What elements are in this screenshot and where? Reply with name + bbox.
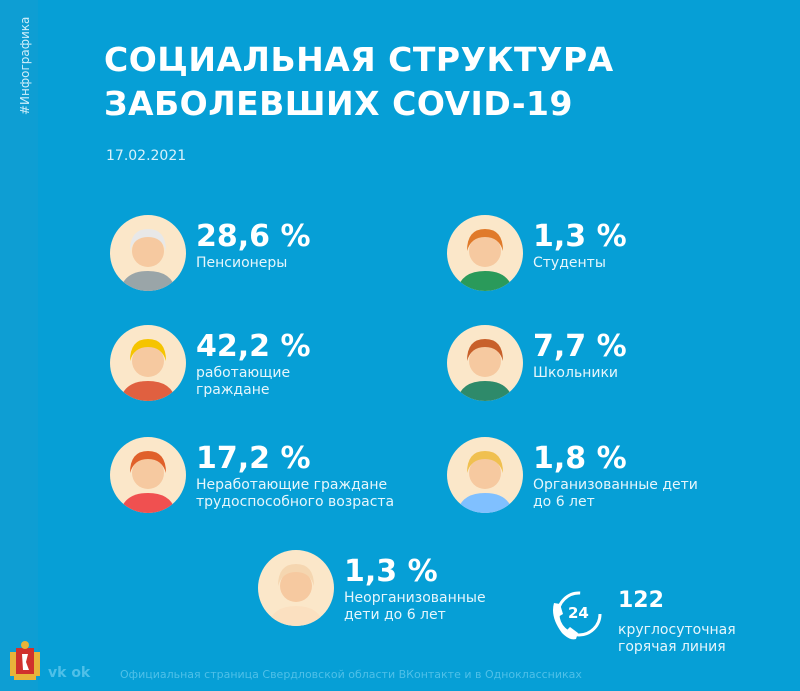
title-line-1: СОЦИАЛЬНАЯ СТРУКТУРА (104, 40, 614, 79)
category-label: Неорганизованные (344, 590, 486, 606)
hotline-label-1: круглосуточная (618, 622, 736, 638)
category-label: работающие (196, 365, 291, 381)
percent-value: 28,6 % (196, 219, 311, 254)
schoolchild-icon (447, 325, 523, 401)
percent-value: 1,3 % (344, 554, 438, 589)
percent-value: 17,2 % (196, 441, 311, 476)
category-label-2: до 6 лет (533, 494, 595, 510)
percent-value: 1,3 % (533, 219, 627, 254)
footer-text: Официальная страница Свердловской област… (120, 668, 582, 681)
percent-value: 7,7 % (533, 329, 627, 364)
category-label: Пенсионеры (196, 255, 288, 271)
social-icons[interactable]: vk ok (48, 665, 90, 681)
infographic-tag: #Инфографика (18, 16, 32, 115)
date: 17.02.2021 (106, 148, 187, 164)
vk-icon[interactable]: vk (48, 665, 67, 681)
hotline-number: 122 (618, 588, 664, 613)
hotline-badge: 24 (568, 604, 589, 622)
category-label: Студенты (533, 255, 606, 271)
baby-icon (258, 550, 334, 626)
pensioner-icon (110, 215, 186, 291)
unemployed-icon (110, 437, 186, 513)
category-label-2: дети до 6 лет (344, 607, 446, 623)
category-label: Организованные дети (533, 477, 698, 493)
percent-value: 1,8 % (533, 441, 627, 476)
worker-icon (110, 325, 186, 401)
category-label: Неработающие граждане (196, 477, 388, 493)
category-label-2: трудоспособного возраста (196, 494, 395, 510)
phone-24-icon (553, 591, 602, 640)
title-line-2: ЗАБОЛЕВШИХ COVID-19 (104, 84, 573, 123)
kindergarten-children-icon (447, 437, 523, 513)
category-label-2: граждане (196, 382, 270, 398)
hotline-label-2: горячая линия (618, 639, 726, 655)
side-strip (0, 0, 38, 691)
percent-value: 42,2 % (196, 329, 311, 364)
coat-of-arms-icon (10, 641, 40, 680)
category-label: Школьники (533, 365, 618, 381)
page-title: СОЦИАЛЬНАЯ СТРУКТУРА ЗАБОЛЕВШИХ COVID-19 (104, 38, 614, 126)
student-icon (447, 215, 523, 291)
ok-icon[interactable]: ok (71, 665, 91, 681)
